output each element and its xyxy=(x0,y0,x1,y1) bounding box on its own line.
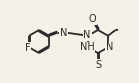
Text: N: N xyxy=(60,28,68,38)
Text: NH: NH xyxy=(80,42,95,52)
Text: O: O xyxy=(89,14,96,24)
Text: N: N xyxy=(106,42,113,52)
Text: F: F xyxy=(25,43,30,53)
Text: N: N xyxy=(83,30,91,40)
Text: S: S xyxy=(95,60,101,70)
